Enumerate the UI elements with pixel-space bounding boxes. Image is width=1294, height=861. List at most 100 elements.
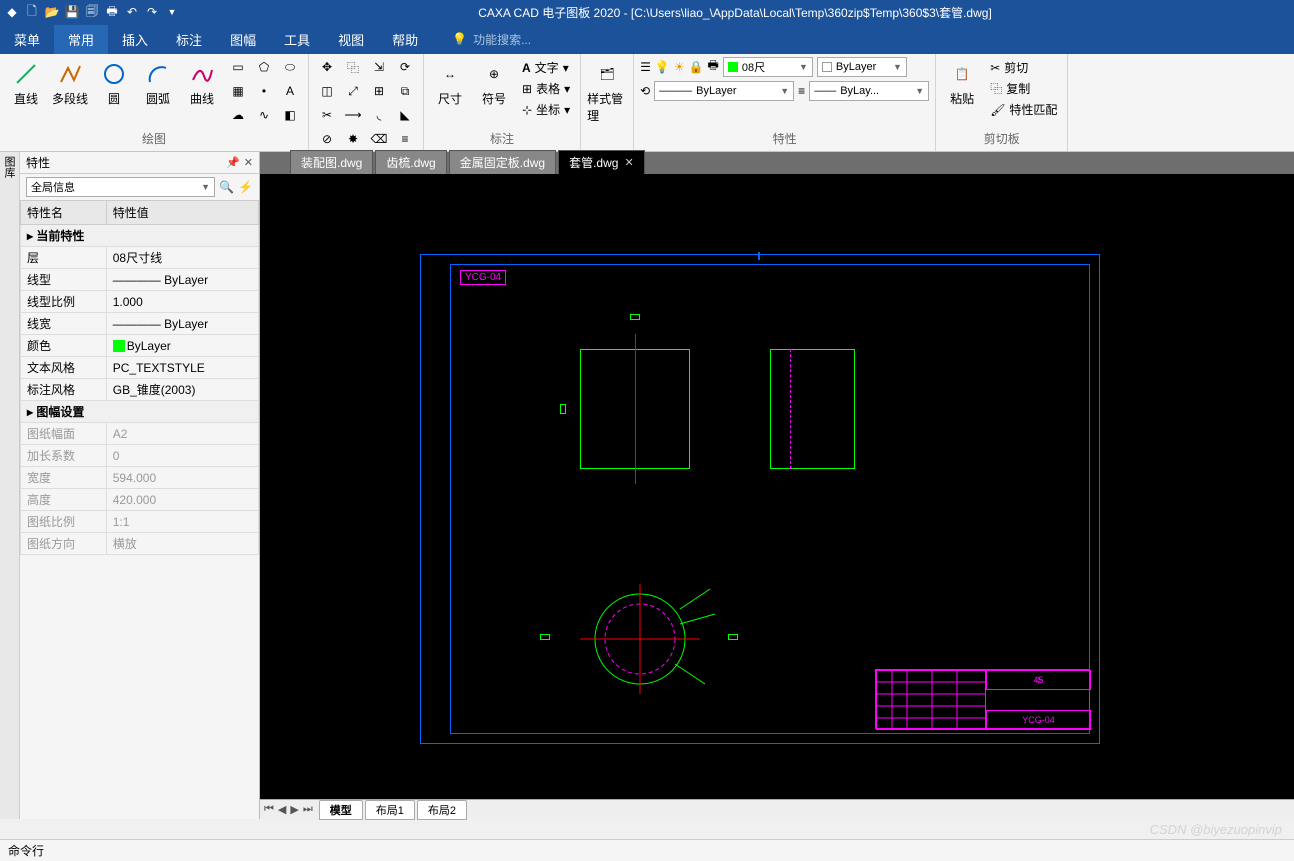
style-manager-button[interactable]: 🗂样式管理 xyxy=(587,56,627,124)
cat-current[interactable]: ▸ 当前特性 xyxy=(21,225,259,247)
point-icon[interactable]: • xyxy=(252,80,276,102)
menu-bar: 菜单 常用 插入 标注 图幅 工具 视图 帮助 💡 功能搜索... xyxy=(0,24,1294,54)
lw-icon[interactable]: ≡ xyxy=(798,81,805,101)
text-row-button[interactable]: A文字 ▾ xyxy=(518,58,574,77)
print-layer-icon[interactable]: 🖶 xyxy=(708,56,719,77)
rotate-icon[interactable]: ⟳ xyxy=(393,56,417,78)
table-row: 层08尺寸线 xyxy=(21,247,259,269)
menu-sheet[interactable]: 图幅 xyxy=(216,25,270,54)
arc-button[interactable]: 圆弧 xyxy=(138,56,178,107)
text-icon[interactable]: A xyxy=(278,80,302,102)
layout-tab-model[interactable]: 模型 xyxy=(319,800,363,820)
cloud-icon[interactable]: ☁ xyxy=(226,104,250,126)
cat-sheet[interactable]: ▸ 图幅设置 xyxy=(21,401,259,423)
fillet-icon[interactable]: ◟ xyxy=(367,104,391,126)
draw-small-buttons: ▭ ⬠ ⬭ ▦ • A ☁ ∿ ◧ xyxy=(226,56,302,126)
menu-common[interactable]: 常用 xyxy=(54,25,108,54)
table-row-button[interactable]: ⊞表格 ▾ xyxy=(518,79,574,98)
search-placeholder: 功能搜索... xyxy=(473,31,531,48)
annot-group-label: 标注 xyxy=(430,128,574,149)
hatch-icon[interactable]: ▦ xyxy=(226,80,250,102)
circle-button[interactable]: 圆 xyxy=(94,56,134,107)
search-icon: 💡 xyxy=(452,32,467,46)
color-combo[interactable]: ByLayer▼ xyxy=(817,57,907,77)
match-icon[interactable]: ⟲ xyxy=(640,81,650,101)
break-icon[interactable]: ⊘ xyxy=(315,128,339,150)
menu-annotate[interactable]: 标注 xyxy=(162,25,216,54)
new-icon[interactable]: 🗋 xyxy=(24,4,40,20)
saveall-icon[interactable]: 🗐 xyxy=(84,4,100,20)
wave-icon[interactable]: ∿ xyxy=(252,104,276,126)
stretch-icon[interactable]: ⇲ xyxy=(367,56,391,78)
doc-tab[interactable]: 装配图.dwg xyxy=(290,150,373,174)
save-icon[interactable]: 💾 xyxy=(64,4,80,20)
quick-select-icon[interactable]: ⚡ xyxy=(238,180,253,194)
matchprops-button[interactable]: 🖌特性匹配 xyxy=(986,100,1061,119)
move-icon[interactable]: ✥ xyxy=(315,56,339,78)
symbol-button[interactable]: ⊕符号 xyxy=(474,56,514,107)
doc-tab[interactable]: 金属固定板.dwg xyxy=(449,150,556,174)
redo-icon[interactable]: ↷ xyxy=(144,4,160,20)
menu-help[interactable]: 帮助 xyxy=(378,25,432,54)
explode-icon[interactable]: ✸ xyxy=(341,128,365,150)
undo-icon[interactable]: ↶ xyxy=(124,4,140,20)
extend-icon[interactable]: ⟶ xyxy=(341,104,365,126)
erase-icon[interactable]: ⌫ xyxy=(367,128,391,150)
print-icon[interactable]: 🖶 xyxy=(104,4,120,20)
line-button[interactable]: 直线 xyxy=(6,56,46,107)
scale-icon[interactable]: ⤢ xyxy=(341,80,365,102)
search-box[interactable]: 💡 功能搜索... xyxy=(452,31,531,48)
dropdown-icon[interactable]: ▼ xyxy=(164,4,180,20)
spline-button[interactable]: 曲线 xyxy=(182,56,222,107)
chamfer-icon[interactable]: ◣ xyxy=(393,104,417,126)
sun-icon[interactable]: ☀ xyxy=(674,60,685,74)
align-icon[interactable]: ≡ xyxy=(393,128,417,150)
layer-combo[interactable]: 08尺▼ xyxy=(723,57,813,77)
layout-tab-1[interactable]: 布局1 xyxy=(365,800,415,820)
quick-access-toolbar: ◆ 🗋 📂 💾 🗐 🖶 ↶ ↷ ▼ xyxy=(4,4,180,20)
bulb-icon[interactable]: 💡 xyxy=(655,60,670,74)
first-icon[interactable]: ⏮ xyxy=(264,803,274,816)
region-icon[interactable]: ◧ xyxy=(278,104,302,126)
cut-button[interactable]: ✂剪切 xyxy=(986,58,1061,77)
prev-icon[interactable]: ◀ xyxy=(278,803,286,816)
selection-combo[interactable]: 全局信息▼ xyxy=(26,177,215,197)
lineweight-combo[interactable]: —— ByLay...▼ xyxy=(809,81,929,101)
close-icon[interactable]: ✕ xyxy=(244,156,253,169)
menu-view[interactable]: 视图 xyxy=(324,25,378,54)
last-icon[interactable]: ⏭ xyxy=(303,803,313,816)
mirror-icon[interactable]: ◫ xyxy=(315,80,339,102)
offset-icon[interactable]: ⧉ xyxy=(393,80,417,102)
layer-manager-icon[interactable]: ☰ xyxy=(640,60,651,74)
linetype-combo[interactable]: ——— ByLayer▼ xyxy=(654,81,794,101)
status-text: 命令行 xyxy=(8,842,44,859)
menu-tools[interactable]: 工具 xyxy=(270,25,324,54)
array-icon[interactable]: ⊞ xyxy=(367,80,391,102)
paste-button[interactable]: 📋粘贴 xyxy=(942,56,982,107)
table-row: 文本风格PC_TEXTSTYLE xyxy=(21,357,259,379)
polygon-icon[interactable]: ⬠ xyxy=(252,56,276,78)
copy-icon[interactable]: ⿻ xyxy=(341,56,365,78)
open-icon[interactable]: 📂 xyxy=(44,4,60,20)
trim-icon[interactable]: ✂ xyxy=(315,104,339,126)
filter-icon[interactable]: 🔍 xyxy=(219,180,234,194)
drawing-canvas[interactable]: YCG-04 xyxy=(260,174,1294,799)
rect-icon[interactable]: ▭ xyxy=(226,56,250,78)
ribbon-group-clip: 📋粘贴 ✂剪切 ⿻复制 🖌特性匹配 剪切板 xyxy=(936,54,1068,151)
doc-tab-active[interactable]: 套管.dwg✕ xyxy=(558,150,645,174)
side-tab[interactable]: 图库 xyxy=(0,152,20,819)
doc-tab[interactable]: 齿梳.dwg xyxy=(375,150,446,174)
close-tab-icon[interactable]: ✕ xyxy=(624,156,633,169)
next-icon[interactable]: ▶ xyxy=(290,803,298,816)
copy-button[interactable]: ⿻复制 xyxy=(986,79,1061,98)
layout-tab-2[interactable]: 布局2 xyxy=(417,800,467,820)
clip-group-label: 剪切板 xyxy=(942,128,1061,149)
lock-icon[interactable]: 🔒 xyxy=(689,60,704,74)
pin-icon[interactable]: 📌 xyxy=(226,156,240,169)
dimension-button[interactable]: ↔尺寸 xyxy=(430,56,470,107)
menu-file[interactable]: 菜单 xyxy=(0,25,54,54)
menu-insert[interactable]: 插入 xyxy=(108,25,162,54)
ellipse-icon[interactable]: ⬭ xyxy=(278,56,302,78)
coord-row-button[interactable]: ⊹坐标 ▾ xyxy=(518,100,574,119)
polyline-button[interactable]: 多段线 xyxy=(50,56,90,107)
